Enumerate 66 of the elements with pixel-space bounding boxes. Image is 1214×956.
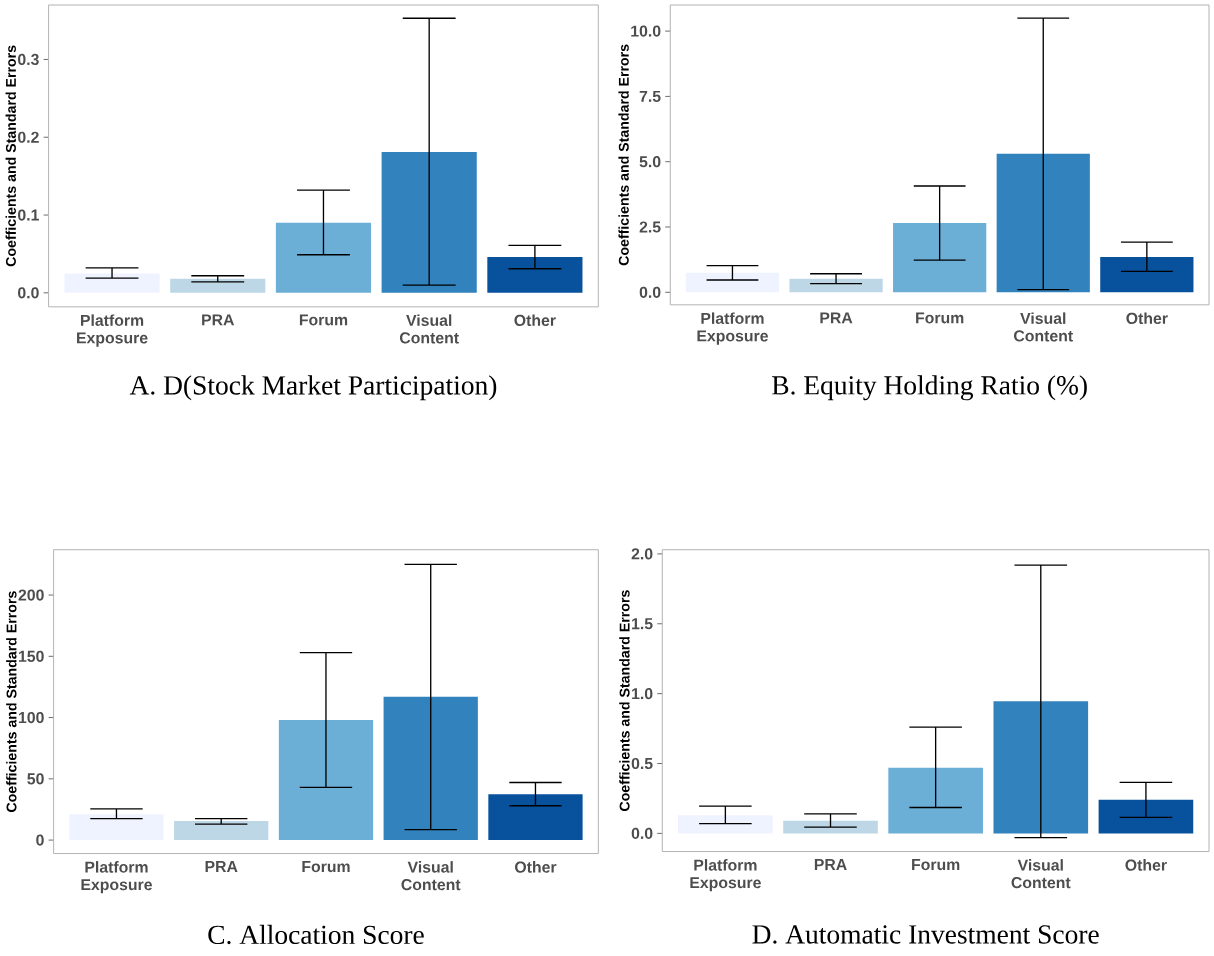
bar [64, 273, 160, 294]
x-tick-label: Visual Content [1014, 312, 1073, 342]
x-tick-label: Forum [302, 861, 350, 873]
y-tick-label: 0.3 [18, 54, 39, 66]
y-axis-title: Coefficients and Standard Errors [5, 45, 16, 267]
y-tick-label: 200 [18, 589, 44, 601]
x-tick-label: Platform Exposure [697, 312, 768, 345]
y-axis-title: Coefficients and Standard Errors [618, 44, 629, 266]
y-tick-label: 2.0 [631, 548, 653, 560]
y-tick-label: 7.5 [639, 91, 661, 103]
y-tick-label: 1.5 [632, 618, 653, 630]
text: C. Allocation Score [208, 925, 424, 945]
bar [789, 278, 883, 293]
bar [993, 701, 1089, 834]
bar [487, 257, 583, 294]
x-tick-label: Other [514, 314, 556, 327]
x-tick-label: Visual Content [399, 314, 459, 344]
bar [1098, 800, 1194, 834]
x-tick-label: Platform Exposure [77, 314, 148, 347]
x-tick-label: Other [1125, 859, 1167, 871]
y-tick-label: 0.5 [631, 758, 653, 770]
bar [381, 152, 477, 294]
bar [685, 272, 780, 293]
bar [275, 223, 372, 294]
text: D. Automatic Investment Score [752, 925, 1099, 945]
y-tick-label: 0 [36, 834, 44, 846]
bar [488, 794, 583, 841]
x-tick-label: Other [1126, 312, 1168, 325]
bar [69, 814, 164, 841]
x-tick-label: Visual Content [1011, 859, 1071, 889]
bar [893, 223, 987, 293]
x-tick-label: Forum [912, 859, 960, 871]
y-tick-label: 0.1 [18, 209, 39, 221]
x-tick-label: PRA [820, 312, 853, 324]
y-tick-label: 0.0 [639, 286, 661, 299]
bar [888, 767, 983, 834]
bar [278, 720, 374, 841]
y-axis-title: Coefficients and Standard Errors [619, 590, 630, 812]
x-tick-label: PRA [814, 859, 847, 871]
y-tick-label: 1.0 [632, 688, 653, 700]
y-tick-label: 100 [18, 712, 44, 724]
x-tick-label: Platform Exposure [81, 861, 152, 894]
bar [170, 279, 266, 294]
y-tick-label: 2.5 [639, 221, 661, 233]
text: A. D(Stock Market Participation) [129, 375, 497, 401]
y-tick-label: 0.0 [631, 828, 653, 840]
x-tick-label: Forum [916, 312, 964, 324]
bar [678, 815, 773, 834]
y-tick-label: 50 [27, 773, 44, 785]
x-tick-label: PRA [202, 314, 235, 326]
y-tick-label: 150 [18, 650, 44, 663]
x-tick-label: Visual Content [401, 861, 461, 891]
bar [1100, 257, 1194, 293]
bar [174, 821, 269, 841]
x-tick-label: Platform Exposure [690, 859, 761, 892]
y-tick-label: 0.0 [18, 287, 39, 299]
y-axis-title: Coefficients and Standard Errors [6, 591, 17, 813]
y-tick-label: 5.0 [639, 156, 661, 168]
x-tick-label: Other [515, 861, 557, 873]
bar [996, 154, 1090, 293]
bar [383, 696, 478, 841]
x-tick-label: Forum [299, 314, 348, 326]
y-tick-label: 0.2 [18, 131, 39, 144]
text: B. Equity Holding Ratio (%) [772, 375, 1087, 401]
y-tick-label: 10.0 [631, 25, 661, 37]
x-tick-label: PRA [205, 861, 238, 873]
